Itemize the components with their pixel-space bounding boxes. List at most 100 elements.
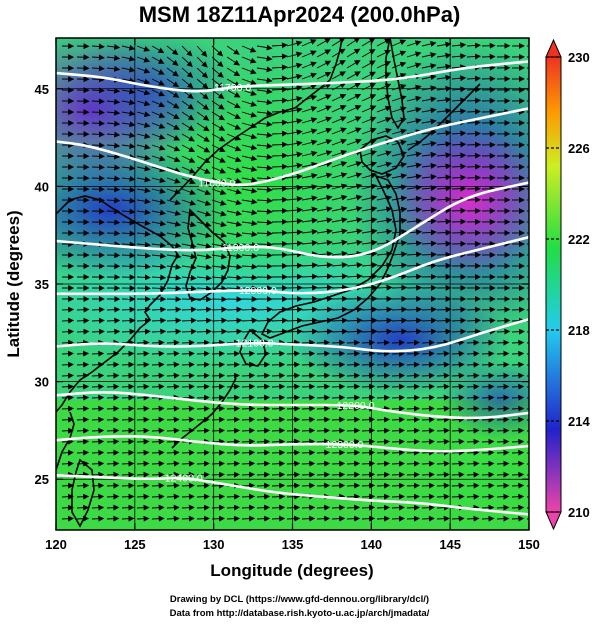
wind-vector: [316, 60, 332, 69]
wind-vector: [151, 482, 165, 489]
wind-vector: [346, 127, 362, 135]
wind-vector: [271, 482, 286, 489]
wind-vector: [301, 139, 318, 146]
wind-vector: [226, 78, 241, 87]
wind-vector: [301, 350, 316, 357]
wind-vector: [91, 54, 105, 61]
wind-vector: [196, 482, 210, 489]
wind-vector: [511, 449, 525, 456]
wind-vector: [391, 350, 406, 357]
wind-vector: [301, 394, 316, 401]
wind-vector: [106, 54, 121, 61]
wind-vector: [151, 209, 167, 216]
plot-area: 11700.0 11600.0 11800.0 12000.0 12100.0 12200…: [56, 38, 529, 530]
wind-vector: [181, 144, 196, 153]
wind-vector: [106, 361, 120, 368]
wind-vector: [331, 217, 348, 224]
wind-vector: [226, 133, 242, 141]
wind-vector: [136, 132, 151, 139]
wind-vector: [61, 361, 75, 368]
wind-vector: [166, 350, 180, 357]
wind-vector: [406, 51, 422, 58]
wind-vector: [196, 306, 213, 313]
wind-vector: [451, 383, 465, 390]
wind-vector: [496, 493, 510, 500]
wind-vector: [511, 350, 525, 357]
wind-vector: [436, 438, 450, 445]
wind-vector: [136, 350, 150, 357]
wind-vector: [256, 153, 273, 160]
wind-vector: [151, 111, 166, 118]
wind-vector: [241, 427, 256, 434]
wind-vector: [226, 45, 240, 55]
wind-vector: [406, 251, 423, 258]
wind-vector: [331, 449, 346, 456]
wind-vector: [151, 78, 165, 86]
wind-vector: [76, 317, 90, 324]
wind-vector: [391, 460, 406, 467]
wind-vector: [211, 122, 226, 131]
wind-vector: [466, 108, 482, 115]
wind-vector: [391, 262, 408, 269]
wind-vector: [406, 262, 423, 269]
wind-vector: [226, 166, 242, 173]
x-tick-label-135: 135: [282, 537, 304, 552]
wind-vector: [301, 449, 316, 456]
wind-vector: [391, 471, 406, 478]
wind-vector: [301, 117, 318, 124]
wind-vector: [496, 471, 510, 478]
wind-vector: [91, 471, 105, 478]
wind-vector: [196, 361, 210, 368]
wind-vector: [61, 449, 75, 456]
wind-vector: [376, 128, 392, 135]
wind-vector: [181, 232, 197, 238]
wind-vector: [331, 515, 346, 522]
wind-vector: [511, 394, 525, 401]
wind-vector: [121, 241, 136, 248]
wind-vector: [196, 144, 211, 153]
wind-vector: [391, 184, 408, 191]
wind-vector: [481, 427, 495, 434]
wind-vector: [451, 174, 467, 181]
wind-vector: [481, 493, 495, 500]
wind-vector: [466, 53, 482, 60]
wind-vector: [466, 306, 482, 313]
wind-vector: [331, 317, 348, 324]
wind-vector: [76, 438, 90, 445]
wind-vector: [286, 218, 303, 225]
wind-vector: [271, 328, 288, 335]
wind-vector: [346, 438, 361, 445]
wind-vector: [421, 405, 435, 412]
wind-vector: [361, 317, 378, 324]
wind-vector: [211, 394, 225, 401]
wind-vector: [226, 155, 242, 163]
wind-vector: [316, 405, 331, 412]
wind-vector: [451, 460, 465, 467]
wind-vector: [421, 306, 437, 313]
wind-vector: [451, 53, 467, 60]
wind-vector: [421, 96, 437, 103]
wind-vector: [301, 405, 316, 412]
wind-vector: [166, 45, 179, 56]
wind-vector: [436, 394, 450, 401]
wind-vector: [181, 100, 195, 110]
wind-vector: [361, 127, 377, 135]
wind-vector: [466, 416, 480, 423]
wind-vector: [106, 186, 121, 193]
wind-vector: [391, 394, 406, 401]
wind-vector: [421, 394, 435, 401]
wind-vector: [151, 45, 165, 54]
wind-vector: [91, 317, 105, 324]
wind-vector: [301, 306, 318, 313]
coast-korea-china: [56, 195, 179, 413]
colorbar-bottom-cap: [545, 511, 562, 531]
wind-vector: [106, 460, 120, 467]
wind-vector: [331, 361, 346, 368]
wind-vector: [196, 111, 210, 121]
wind-vector: [301, 195, 318, 202]
wind-vector: [496, 350, 510, 357]
wind-vector: [226, 383, 241, 390]
wind-vector: [346, 493, 361, 500]
wind-vector: [481, 394, 495, 401]
wind-vector: [421, 427, 435, 434]
